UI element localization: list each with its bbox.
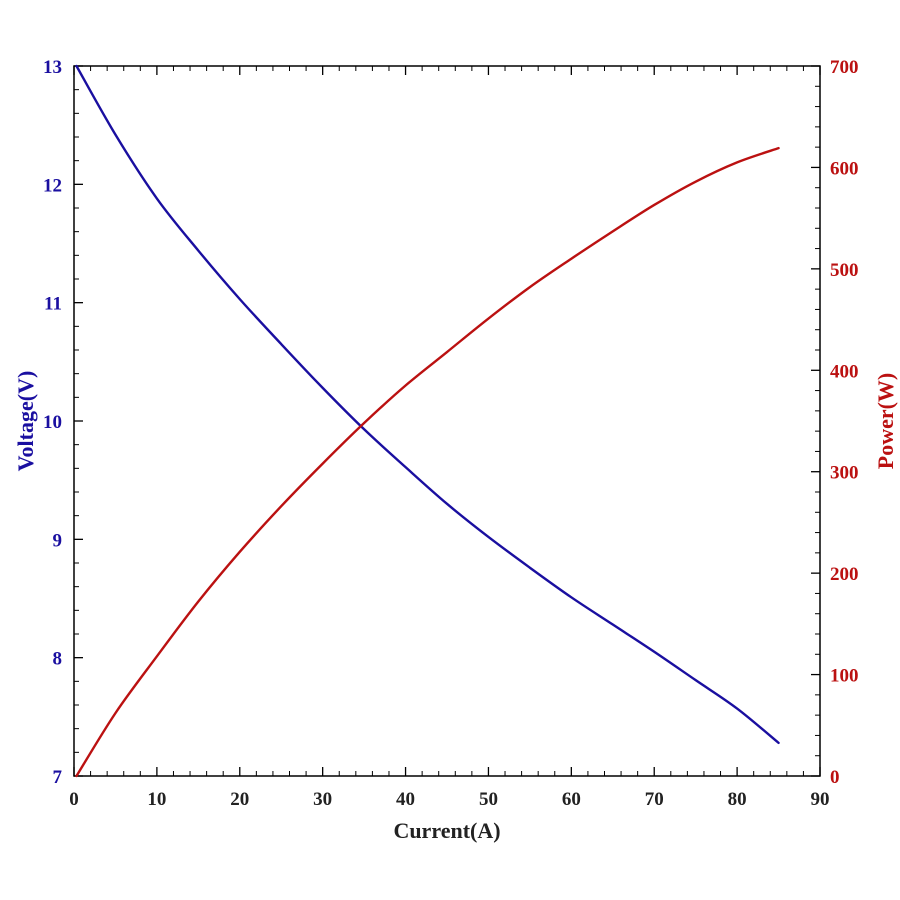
y-left-tick-label: 8 (53, 649, 63, 670)
x-tick-label: 0 (69, 789, 79, 810)
x-tick-label: 60 (562, 789, 581, 810)
voltage-series-line (75, 64, 780, 745)
y-right-tick-label: 500 (830, 260, 859, 281)
x-tick-label: 80 (728, 789, 747, 810)
x-tick-label: 30 (313, 789, 332, 810)
tick-labels-layer: 0 10 20 30 40 50 60 70 80 90 7 8 9 10 11 12 13 0 100 200 300… (43, 57, 859, 810)
x-tick-label: 70 (645, 789, 664, 810)
x-tick-label: 40 (396, 789, 415, 810)
plot-frame (73, 65, 821, 777)
y-left-tick-label: 10 (43, 412, 62, 433)
y-right-tick-label: 100 (830, 666, 859, 687)
y-right-axis-title: Power(W) (873, 373, 898, 470)
y-left-tick-label: 12 (43, 175, 62, 196)
y-left-tick-label: 7 (53, 767, 63, 788)
y-left-tick-label: 13 (43, 57, 62, 78)
y-right-tick-label: 700 (830, 57, 859, 78)
x-tick-label: 20 (230, 789, 249, 810)
y-left-axis-title: Voltage(V) (13, 371, 38, 472)
x-tick-label: 50 (479, 789, 498, 810)
x-tick-label: 90 (811, 789, 830, 810)
ticks-layer (73, 65, 821, 777)
series-layer (75, 64, 780, 778)
y-right-tick-label: 0 (830, 767, 840, 788)
y-right-tick-label: 400 (830, 361, 859, 382)
y-right-tick-label: 600 (830, 158, 859, 179)
y-right-tick-label: 300 (830, 463, 859, 484)
y-left-tick-label: 9 (53, 530, 63, 551)
y-right-tick-label: 200 (830, 564, 859, 585)
y-left-tick-label: 11 (44, 294, 62, 315)
power-series-line (75, 146, 780, 778)
x-axis-title: Current(A) (393, 818, 500, 843)
x-tick-label: 10 (147, 789, 166, 810)
